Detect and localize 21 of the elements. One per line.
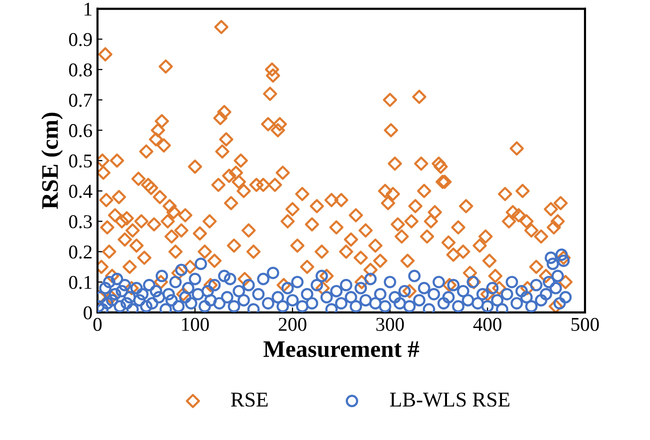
y-tick-label: 0.8 bbox=[69, 63, 92, 77]
y-tick-label: 0.1 bbox=[69, 276, 92, 290]
y-tick-label: 0.7 bbox=[69, 94, 92, 107]
y-tick-label: 1 bbox=[84, 2, 92, 16]
x-tick-label: 100 bbox=[182, 318, 209, 331]
y-tick-label: 0.3 bbox=[69, 215, 92, 228]
y-tick-label: 0.5 bbox=[69, 154, 92, 168]
y-tick-label: 0.4 bbox=[69, 184, 92, 198]
legend-label: RSE bbox=[231, 392, 268, 407]
x-tick-label: 200 bbox=[278, 318, 306, 331]
x-tick-label: 300 bbox=[376, 318, 404, 331]
y-axis-title: RSE (cm) bbox=[41, 112, 63, 210]
y-tick-label: 0.9 bbox=[69, 32, 92, 46]
legend-label: LB-WLS RSE bbox=[390, 392, 510, 407]
y-tick-label: 0.2 bbox=[69, 245, 92, 259]
y-tick-label: 0.6 bbox=[69, 124, 92, 138]
x-tick-label: 500 bbox=[572, 318, 599, 331]
x-tick-label: 400 bbox=[473, 318, 502, 331]
x-axis-title: Measurement # bbox=[264, 341, 420, 358]
y-tick-label: 0 bbox=[84, 306, 92, 320]
x-tick-label: 0 bbox=[93, 318, 102, 331]
